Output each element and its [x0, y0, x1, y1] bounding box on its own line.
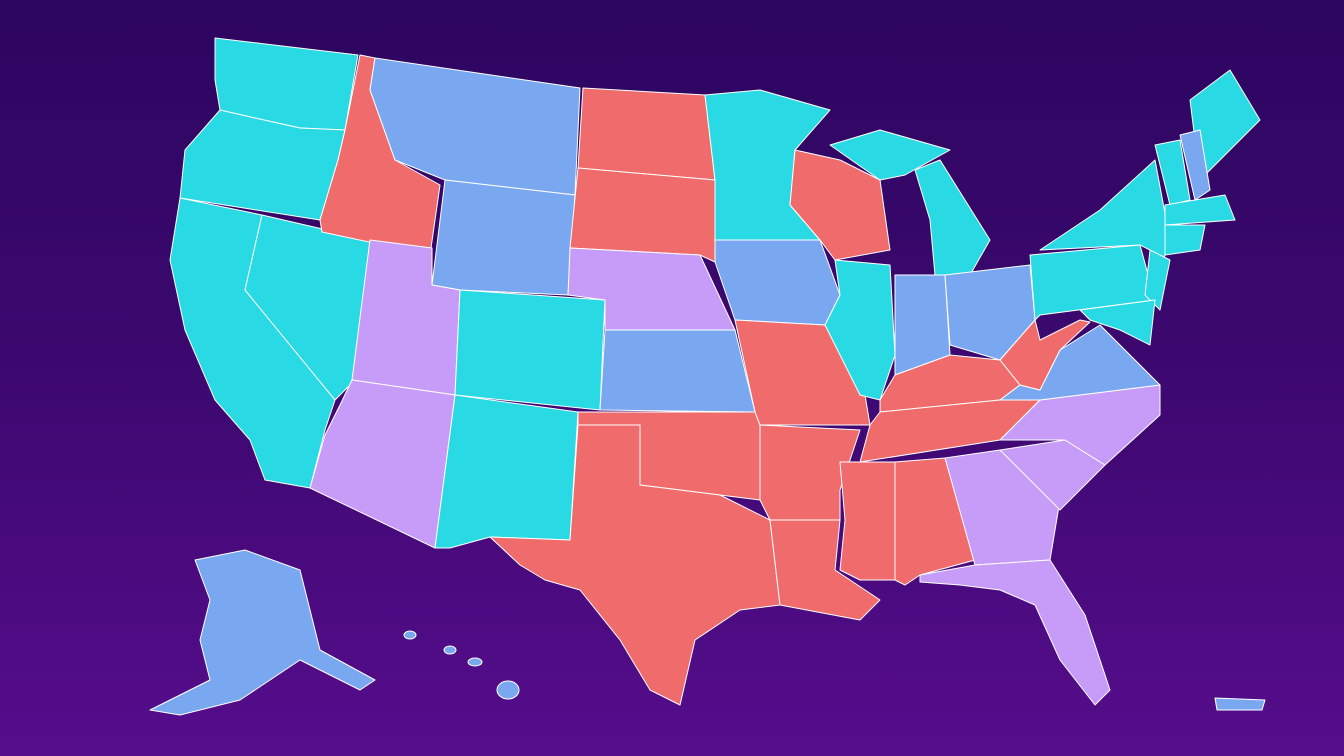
state-hi: [496, 680, 520, 700]
state-tx: [489, 424, 781, 706]
state-wi: [789, 149, 891, 261]
state-la: [769, 519, 881, 621]
state-mi: [829, 129, 951, 181]
state-ms: [839, 461, 896, 581]
state-nd: [577, 87, 716, 181]
state-nm: [434, 394, 579, 549]
state-nh: [1179, 129, 1211, 201]
state-md: [1079, 299, 1156, 346]
state-hi: [467, 657, 483, 667]
state-il: [824, 259, 896, 401]
state-fl: [919, 559, 1111, 706]
state-ct: [1164, 224, 1206, 256]
state-ia: [714, 239, 841, 326]
state-vt: [1154, 139, 1191, 206]
state-hi: [403, 630, 417, 640]
state-hi: [443, 645, 457, 655]
state-ma: [1164, 194, 1236, 226]
state-mi: [914, 159, 991, 276]
state-sd: [569, 167, 716, 263]
state-wv: [999, 319, 1091, 391]
state-pr: [1214, 697, 1266, 711]
state-ks: [599, 329, 756, 413]
state-ak: [149, 549, 376, 716]
state-wy: [431, 179, 576, 296]
state-co: [454, 289, 606, 411]
state-nj: [1144, 249, 1171, 311]
